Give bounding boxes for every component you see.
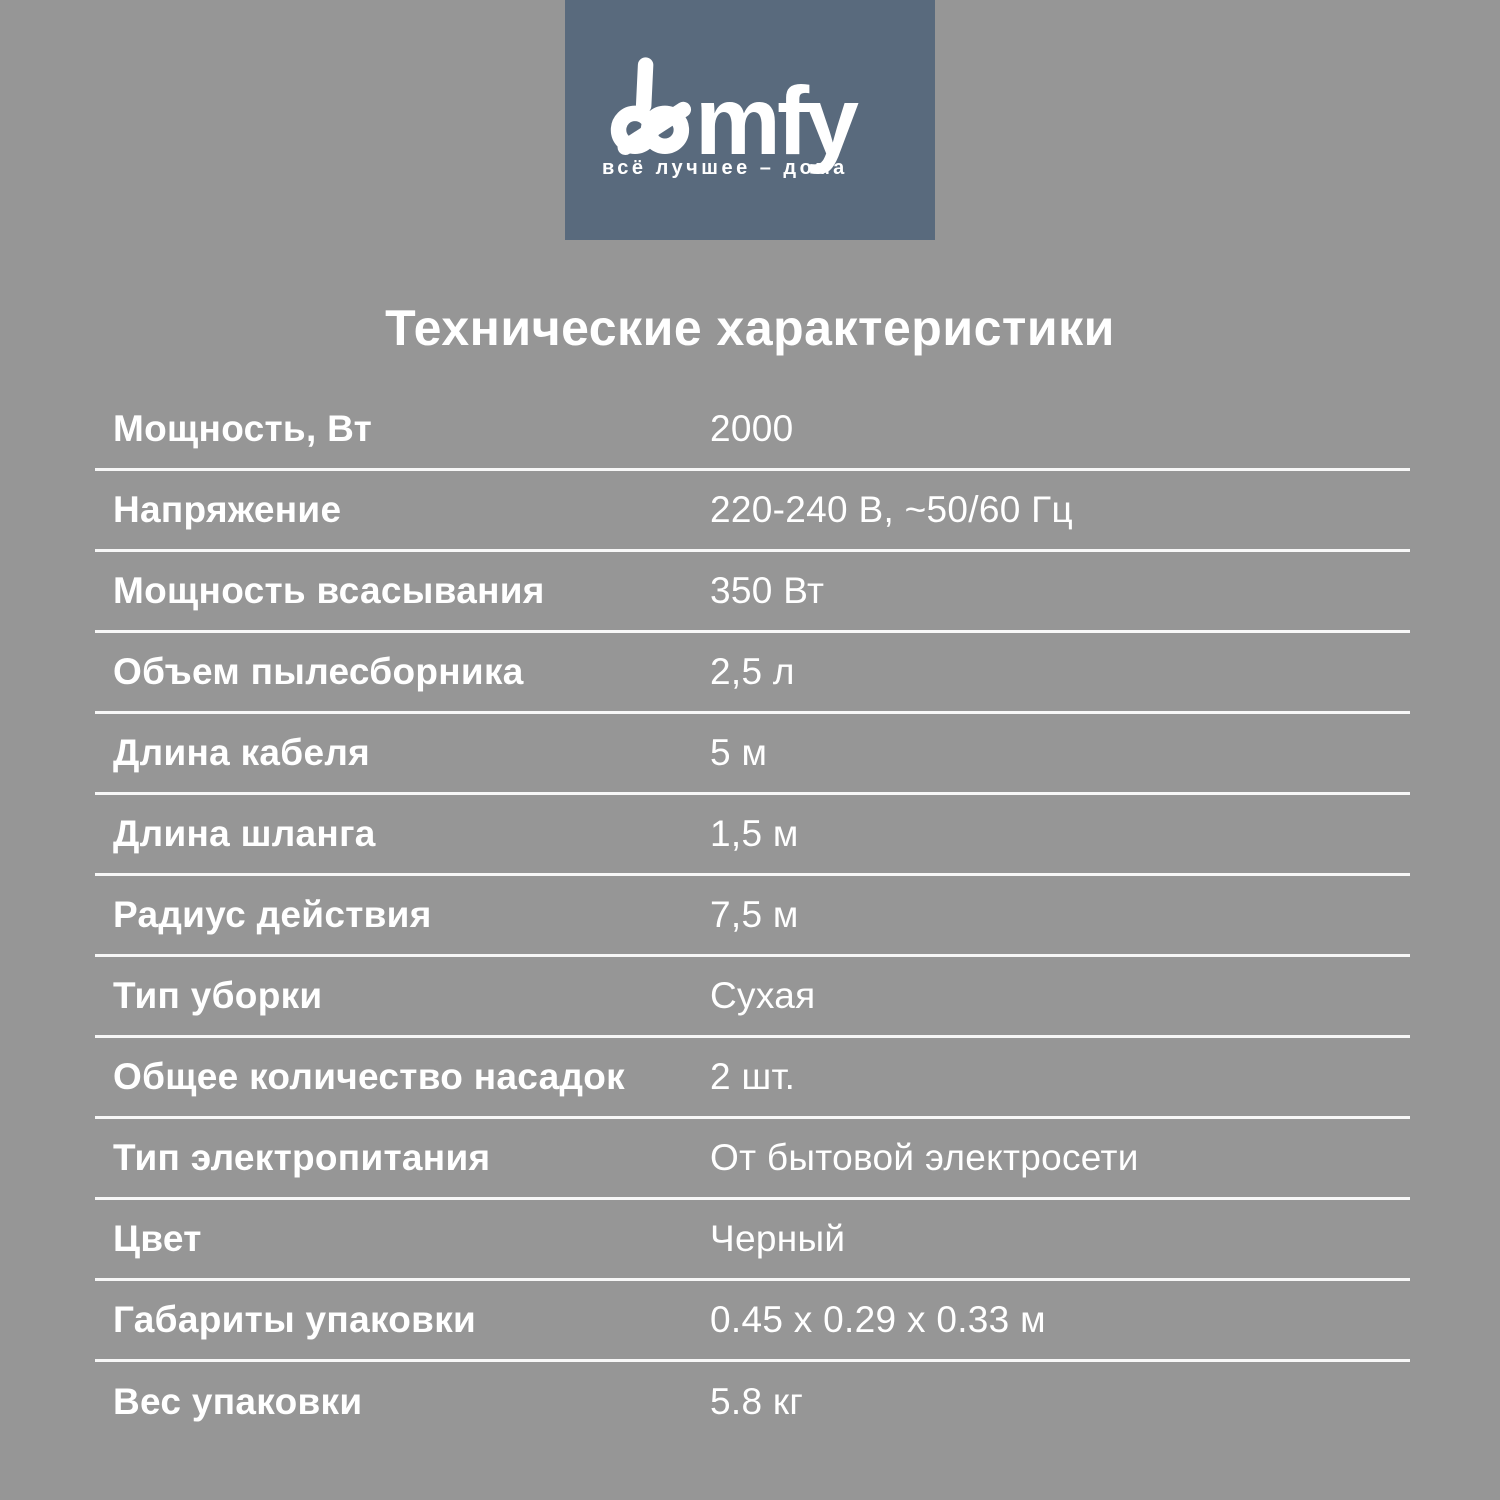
page-title: Технические характеристики (385, 300, 1115, 356)
table-row: Мощность, Вт 2000 (95, 390, 1410, 471)
row-label: Радиус действия (113, 893, 432, 935)
table-row: Общее количество насадок 2 шт. (95, 1038, 1410, 1119)
row-label: Мощность, Вт (113, 407, 373, 449)
brand-text: mfy (695, 67, 859, 175)
table-row: Радиус действия 7,5 м (95, 876, 1410, 957)
domfy-logo: mfy (610, 57, 863, 175)
table-row: Цвет Черный (95, 1200, 1410, 1281)
do-knot-icon (610, 57, 692, 155)
row-value: 5 м (710, 731, 768, 773)
row-value: 2000 (710, 407, 794, 449)
table-row: Объем пылесборника 2,5 л (95, 633, 1410, 714)
row-value: 2 шт. (710, 1055, 796, 1097)
row-value: 2,5 л (710, 650, 795, 692)
logo-tagline: всё лучшее – дома (602, 157, 848, 179)
row-value: 7,5 м (710, 893, 799, 935)
row-label: Мощность всасывания (113, 569, 545, 611)
table-row: Длина шланга 1,5 м (95, 795, 1410, 876)
table-row: Тип уборки Сухая (95, 957, 1410, 1038)
row-label: Тип уборки (113, 974, 323, 1016)
row-label: Длина кабеля (113, 731, 371, 773)
row-label: Объем пылесборника (113, 650, 524, 692)
row-label: Тип электропитания (113, 1136, 491, 1178)
table-row: Напряжение 220-240 В, ~50/60 Гц (95, 471, 1410, 552)
row-value: Черный (710, 1217, 846, 1259)
row-value: 350 Вт (710, 569, 825, 611)
row-value: 5.8 кг (710, 1381, 804, 1422)
logo-block: mfy всё лучшее – дома (565, 0, 935, 240)
row-value: 1,5 м (710, 812, 799, 854)
table-row: Мощность всасывания 350 Вт (95, 552, 1410, 633)
row-value: От бытовой электросети (710, 1136, 1139, 1178)
table-row: Вес упаковки 5.8 кг (95, 1362, 1410, 1443)
row-label: Вес упаковки (113, 1381, 363, 1422)
specs-table: Мощность, Вт 2000 Напряжение 220-240 В, … (95, 390, 1410, 1443)
row-label: Общее количество насадок (113, 1055, 625, 1097)
row-label: Длина шланга (113, 812, 376, 854)
table-row: Длина кабеля 5 м (95, 714, 1410, 795)
table-row: Тип электропитания От бытовой электросет… (95, 1119, 1410, 1200)
row-value: 220-240 В, ~50/60 Гц (710, 488, 1074, 530)
row-value: 0.45 x 0.29 x 0.33 м (710, 1298, 1046, 1340)
row-label: Напряжение (113, 488, 342, 530)
row-value: Сухая (710, 974, 816, 1016)
row-label: Габариты упаковки (113, 1298, 477, 1340)
table-row: Габариты упаковки 0.45 x 0.29 x 0.33 м (95, 1281, 1410, 1362)
row-label: Цвет (113, 1217, 202, 1259)
